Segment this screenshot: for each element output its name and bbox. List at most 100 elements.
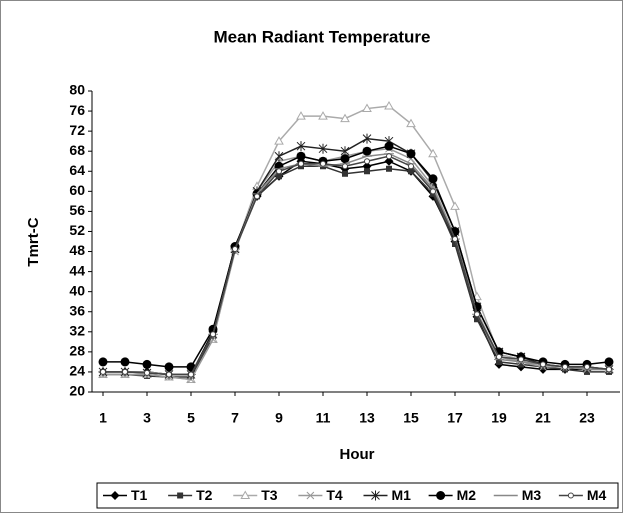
x-tick-label: 23 [579,410,595,426]
marker [210,331,216,338]
y-tick-label: 48 [69,242,85,258]
marker [384,141,394,151]
y-tick-label: 32 [69,323,85,339]
marker [430,188,436,195]
x-tick-label: 7 [231,410,239,426]
marker [274,151,284,162]
marker [340,154,350,164]
marker [298,160,304,167]
marker [567,492,574,499]
y-tick-label: 64 [69,162,85,178]
x-tick-label: 3 [143,410,151,426]
y-tick-label: 72 [69,122,85,138]
marker [240,490,251,499]
marker [296,111,306,120]
marker [122,368,128,375]
marker [496,353,502,360]
x-tick-label: 5 [187,410,195,426]
marker [110,491,120,500]
chart-title: Mean Radiant Temperature [214,27,431,46]
marker [318,143,328,154]
marker [518,356,524,363]
marker [364,158,370,165]
legend-label: T3 [261,487,278,503]
marker [177,492,184,499]
marker [436,491,446,500]
y-tick-label: 56 [69,202,85,218]
marker [371,490,380,501]
y-tick-label: 40 [69,282,85,298]
x-tick-label: 19 [491,410,507,426]
y-tick-label: 68 [69,142,85,158]
legend-label: T2 [196,487,213,503]
legend-label: M4 [587,487,607,503]
marker [386,165,392,172]
x-tick-label: 21 [535,410,551,426]
marker [450,201,460,210]
marker [98,357,108,367]
marker [408,168,414,175]
x-tick-label: 13 [359,410,375,426]
marker [584,363,590,370]
y-tick-label: 28 [69,343,85,359]
legend-label: M3 [522,487,542,503]
marker [452,235,458,242]
y-tick-label: 76 [69,102,85,118]
marker [362,146,372,156]
marker [320,160,326,167]
y-tick-label: 52 [69,222,85,238]
marker [540,361,546,368]
y-tick-label: 60 [69,182,85,198]
marker [606,366,612,373]
marker [496,358,502,365]
y-axis-label: Tmrt-C [25,217,42,266]
legend-label: T1 [131,487,148,503]
marker [120,357,130,367]
marker [188,371,194,378]
marker [384,101,394,110]
marker [276,173,282,180]
marker [386,153,392,160]
marker [362,103,372,113]
marker [144,369,150,376]
marker [164,362,174,372]
x-tick-label: 15 [403,410,419,426]
marker [166,371,172,378]
marker [340,113,350,123]
y-tick-label: 36 [69,302,85,318]
marker [296,141,306,152]
x-tick-label: 17 [447,410,463,426]
marker [318,111,328,120]
y-tick-label: 80 [69,82,85,98]
marker [408,163,414,170]
y-tick-label: 20 [69,383,85,399]
marker [428,148,438,158]
marker [276,168,282,175]
x-axis-label: Hour [340,446,375,463]
marker [428,174,438,184]
x-tick-label: 11 [316,410,331,426]
marker [296,151,306,161]
y-tick-label: 24 [69,363,85,379]
legend: T1 T2 T3 T4 M1 M2 M3 M4 [96,482,619,509]
marker [384,156,394,166]
marker [474,311,480,318]
marker [406,118,416,128]
series-line [103,165,609,378]
legend-label: M1 [392,487,412,503]
marker [364,168,370,175]
x-tick-label: 9 [275,410,283,426]
y-tick-label: 44 [69,262,85,278]
marker [306,491,315,500]
legend-label: T4 [326,487,343,503]
marker [142,359,152,369]
legend-label: M2 [457,487,477,503]
marker [232,246,238,253]
x-tick-label: 1 [99,410,107,426]
marker [342,170,348,177]
marker [362,133,372,144]
legend-box [96,482,619,509]
